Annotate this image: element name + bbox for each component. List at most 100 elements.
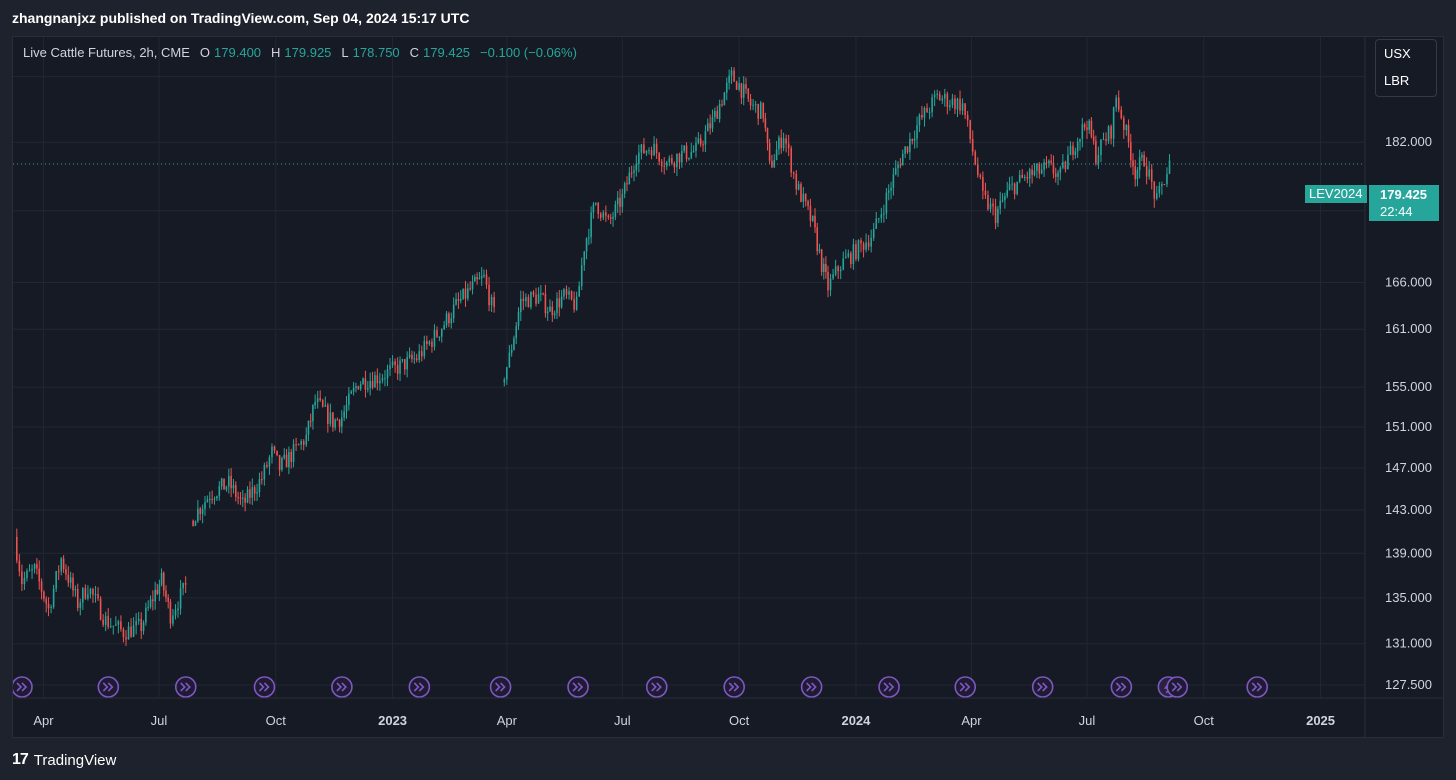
time-tick-label: 2023 <box>378 713 407 728</box>
candle-up <box>1069 145 1072 155</box>
candle-up <box>730 70 733 76</box>
candle-down <box>1086 127 1088 130</box>
candle-down <box>867 242 870 247</box>
candle-down <box>485 274 488 285</box>
candle-up <box>909 138 911 153</box>
candle-up <box>271 446 273 458</box>
time-tick-label: Apr <box>33 713 54 728</box>
candle-down <box>192 520 194 526</box>
candle-down <box>716 110 719 120</box>
candle-up <box>537 294 540 304</box>
candle-up <box>690 151 693 158</box>
candle-down <box>156 589 159 594</box>
candle-down <box>57 571 60 573</box>
publisher-text: zhangnanjxz published on TradingView.com… <box>12 10 470 26</box>
candle-down <box>16 536 18 561</box>
candle-down <box>36 564 38 569</box>
candle-up <box>1006 189 1009 197</box>
candle-up <box>362 378 364 385</box>
candle-down <box>84 588 87 599</box>
candle-up <box>892 174 895 188</box>
candle-up <box>782 138 785 148</box>
candle-up <box>374 375 376 388</box>
candle-up <box>653 143 655 156</box>
candle-up <box>944 93 946 99</box>
candle-down <box>211 499 213 501</box>
candle-up <box>510 349 513 353</box>
symbol-title[interactable]: Live Cattle Futures, 2h, CME <box>23 45 190 60</box>
candle-up <box>1100 139 1102 156</box>
candle-up <box>1166 173 1168 185</box>
candle-up <box>880 214 883 219</box>
candle-up <box>885 192 888 214</box>
candle-up <box>201 508 204 515</box>
candle-up <box>343 411 345 418</box>
candle-down <box>544 293 547 314</box>
candle-up <box>513 338 515 350</box>
candle-up <box>519 298 522 313</box>
price-axis: 127.500 131.000 135.000 139.000 143.000 147.0… <box>1364 37 1432 737</box>
price-tick-label: 155.000 <box>1385 379 1432 394</box>
candle-up <box>580 265 583 287</box>
candle-down <box>364 378 367 390</box>
candle-up <box>117 621 120 625</box>
candle-down <box>1143 155 1145 167</box>
candle-down <box>850 253 852 265</box>
candle-up <box>1156 193 1158 199</box>
candle-up <box>951 98 954 106</box>
candle-up <box>1158 185 1161 194</box>
symbol-lbr[interactable]: LBR <box>1384 73 1410 88</box>
open-label: O <box>199 45 211 60</box>
candle-up <box>578 286 580 297</box>
candle-up <box>87 594 89 599</box>
candle-down <box>403 359 406 370</box>
candle-down <box>376 375 379 384</box>
candle-down <box>1150 169 1153 182</box>
candle-down <box>102 619 104 625</box>
candle-up <box>612 216 614 219</box>
candle-up <box>568 291 570 295</box>
grid-layer <box>13 37 1365 697</box>
candle-up <box>847 253 850 257</box>
candle-up <box>216 496 218 499</box>
candle-up <box>1033 170 1036 176</box>
candle-up <box>688 157 690 160</box>
price-chart[interactable]: 127.500 131.000 135.000 139.000 143.000 147.0… <box>13 37 1443 737</box>
roll-arrows-glyph <box>1115 682 1127 692</box>
candle-down <box>771 160 773 168</box>
candle-down <box>1105 139 1107 141</box>
candle-up <box>936 93 938 95</box>
candle-up <box>1148 169 1150 177</box>
candle-up <box>844 256 847 259</box>
candle-up <box>389 365 391 370</box>
candle-up <box>1088 120 1091 130</box>
change-value: −0.100 (−0.06%) <box>480 45 577 60</box>
candle-down <box>327 405 329 424</box>
candle-down <box>1021 174 1024 179</box>
candle-down <box>152 599 154 602</box>
chart-panel[interactable]: 127.500 131.000 135.000 139.000 143.000 147.0… <box>12 36 1444 738</box>
candle-down <box>862 243 865 250</box>
candle-up <box>563 289 565 297</box>
price-tick-label: 161.000 <box>1385 321 1432 336</box>
symbol-usx[interactable]: USX <box>1384 46 1411 61</box>
brand-name[interactable]: TradingView <box>33 751 117 769</box>
candle-up <box>1001 200 1004 202</box>
candle-up <box>1141 155 1143 158</box>
candle-down <box>1110 126 1112 139</box>
candle-up <box>1048 160 1050 164</box>
tradingview-logo-icon[interactable]: 17 <box>12 751 29 768</box>
candle-down <box>297 444 300 446</box>
candle-down <box>766 127 769 143</box>
candle-up <box>728 75 730 83</box>
time-tick-label: Oct <box>266 713 287 728</box>
candle-up <box>1040 169 1043 174</box>
symbols-overlay-box[interactable]: USX LBR <box>1375 39 1437 97</box>
candle-down <box>65 569 67 575</box>
candle-up <box>345 404 348 412</box>
candle-up <box>399 360 401 374</box>
candle-down <box>987 195 989 210</box>
candle-up <box>348 393 350 405</box>
candle-up <box>1062 161 1064 168</box>
candle-down <box>1045 162 1048 164</box>
